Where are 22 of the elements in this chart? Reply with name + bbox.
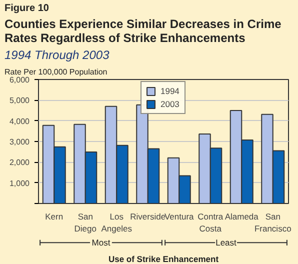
legend-label: 1994 — [160, 86, 180, 96]
y-tick-label: 5,000 — [9, 96, 30, 106]
chart-subtitle: 1994 Through 2003 — [4, 48, 110, 62]
x-tick-label: Alameda — [224, 212, 259, 222]
legend-label: 2003 — [160, 99, 180, 109]
chart-title: Counties Experience Similar Decreases in Crime Rates Regardless of Strike Enhancements — [4, 17, 282, 45]
x-tick-label: Riverside — [130, 212, 166, 222]
caption: Figure 10 — [4, 3, 50, 14]
text: Most — [92, 238, 111, 248]
text: Least — [216, 238, 238, 248]
y-tick-label: 3,000 — [9, 138, 30, 146]
x-tick-label: Contra Costa — [198, 212, 224, 234]
x-tick-label: San Diego — [74, 212, 97, 234]
y-tick-label: 6,000 — [9, 76, 30, 84]
y-tick-label: 1,000 — [9, 178, 30, 188]
x-tick-label: Kern — [45, 212, 64, 222]
y-tick-label: 2,000 — [9, 158, 30, 168]
x-tick-label: Ventura — [164, 212, 194, 222]
y-tick-label: 4,000 — [9, 116, 30, 126]
x-tick-label: Los Angeles — [101, 212, 132, 234]
y-axis-title: Rate Per 100,000 Population — [4, 68, 108, 76]
x-axis-title: Use of Strike Enhancement — [108, 254, 219, 264]
